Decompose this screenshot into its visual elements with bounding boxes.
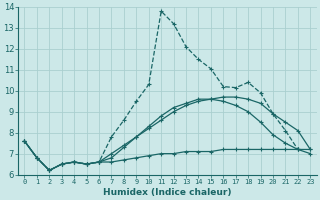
X-axis label: Humidex (Indice chaleur): Humidex (Indice chaleur) <box>103 188 232 197</box>
